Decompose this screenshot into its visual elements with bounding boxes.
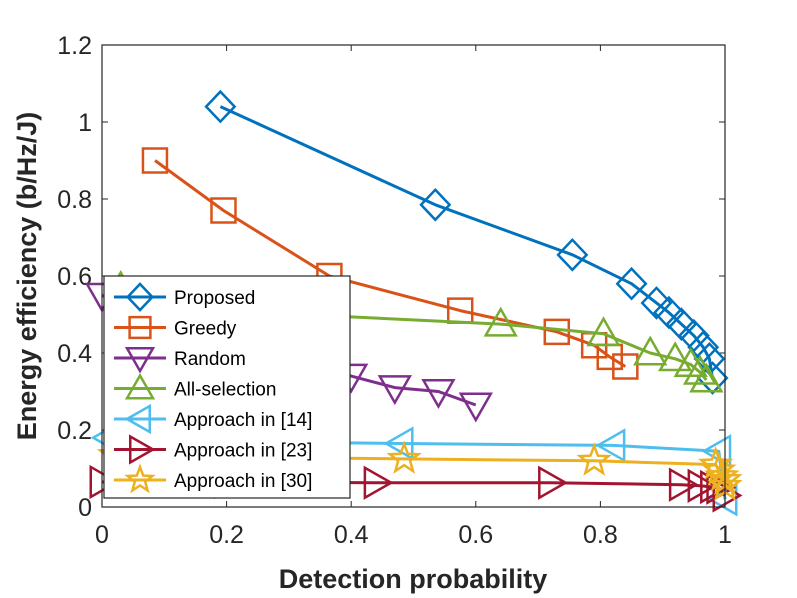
data-point xyxy=(576,442,612,476)
legend-marker xyxy=(125,282,155,312)
data-point xyxy=(586,316,621,347)
data-point xyxy=(543,318,571,346)
y-tick-label: 0.6 xyxy=(57,263,92,291)
legend-label: Greedy xyxy=(174,319,237,340)
data-point xyxy=(615,266,648,301)
x-tick-label: 1 xyxy=(718,521,732,549)
legend-marker xyxy=(124,372,156,400)
axes-group: 0 0.2 0.4 0.6 0.8 1 0 0.2 0.4 0.6 0.8 1 1.2 xyxy=(57,32,732,549)
data-point xyxy=(383,426,414,461)
data-point xyxy=(689,362,724,393)
data-point xyxy=(419,187,452,222)
data-point xyxy=(640,286,673,320)
data-point xyxy=(483,306,518,337)
data-point xyxy=(668,467,699,502)
y-tick-label: 0.4 xyxy=(57,340,92,368)
legend-label: Random xyxy=(174,349,246,370)
legend-marker xyxy=(124,403,151,435)
data-point xyxy=(386,440,422,474)
axes-box xyxy=(101,44,726,508)
data-point xyxy=(538,465,569,500)
y-axis-label: Energy efficiency (b/Hz/J) xyxy=(12,112,42,441)
legend-label: Approach in [30] xyxy=(174,471,312,492)
data-point xyxy=(595,428,626,463)
legend: Proposed Greedy Random All-selection Approac… xyxy=(103,275,351,499)
data-point xyxy=(633,335,668,366)
data-point xyxy=(556,238,589,272)
series-proposed xyxy=(204,89,729,395)
data-point xyxy=(704,457,740,492)
y-tick-label: 0 xyxy=(78,494,92,522)
legend-marker xyxy=(124,347,156,374)
data-point xyxy=(421,379,456,410)
legend-label: Approach in [14] xyxy=(174,410,312,431)
data-point xyxy=(204,89,237,124)
x-tick-label: 0.8 xyxy=(583,521,618,549)
legend-label: Proposed xyxy=(174,288,255,309)
y-tick-label: 0.8 xyxy=(57,186,92,214)
data-point xyxy=(658,341,693,372)
data-point xyxy=(682,354,718,385)
series-group xyxy=(84,89,743,517)
x-tick-label: 0.4 xyxy=(334,521,369,549)
x-tick-label: 0 xyxy=(95,521,109,549)
x-tick-label: 0.6 xyxy=(458,521,493,549)
data-point xyxy=(377,375,412,406)
y-tick-label: 0.2 xyxy=(57,417,92,445)
legend-label: Approach in [23] xyxy=(174,441,312,462)
data-point xyxy=(458,392,493,423)
legend-label: All-selection xyxy=(174,380,276,401)
data-point xyxy=(612,353,639,380)
data-point xyxy=(141,147,169,174)
series-line-proposed xyxy=(219,105,714,379)
legend-marker xyxy=(128,315,152,340)
data-point xyxy=(363,465,394,500)
x-tick-label: 0.2 xyxy=(209,521,244,549)
x-axis-label: Detection probability xyxy=(279,564,548,594)
y-tick-label: 1.2 xyxy=(57,32,92,60)
data-point xyxy=(210,197,237,224)
legend-marker xyxy=(129,434,156,465)
y-tick-label: 1 xyxy=(78,109,92,137)
data-point xyxy=(701,451,737,486)
legend-marker xyxy=(124,463,156,494)
